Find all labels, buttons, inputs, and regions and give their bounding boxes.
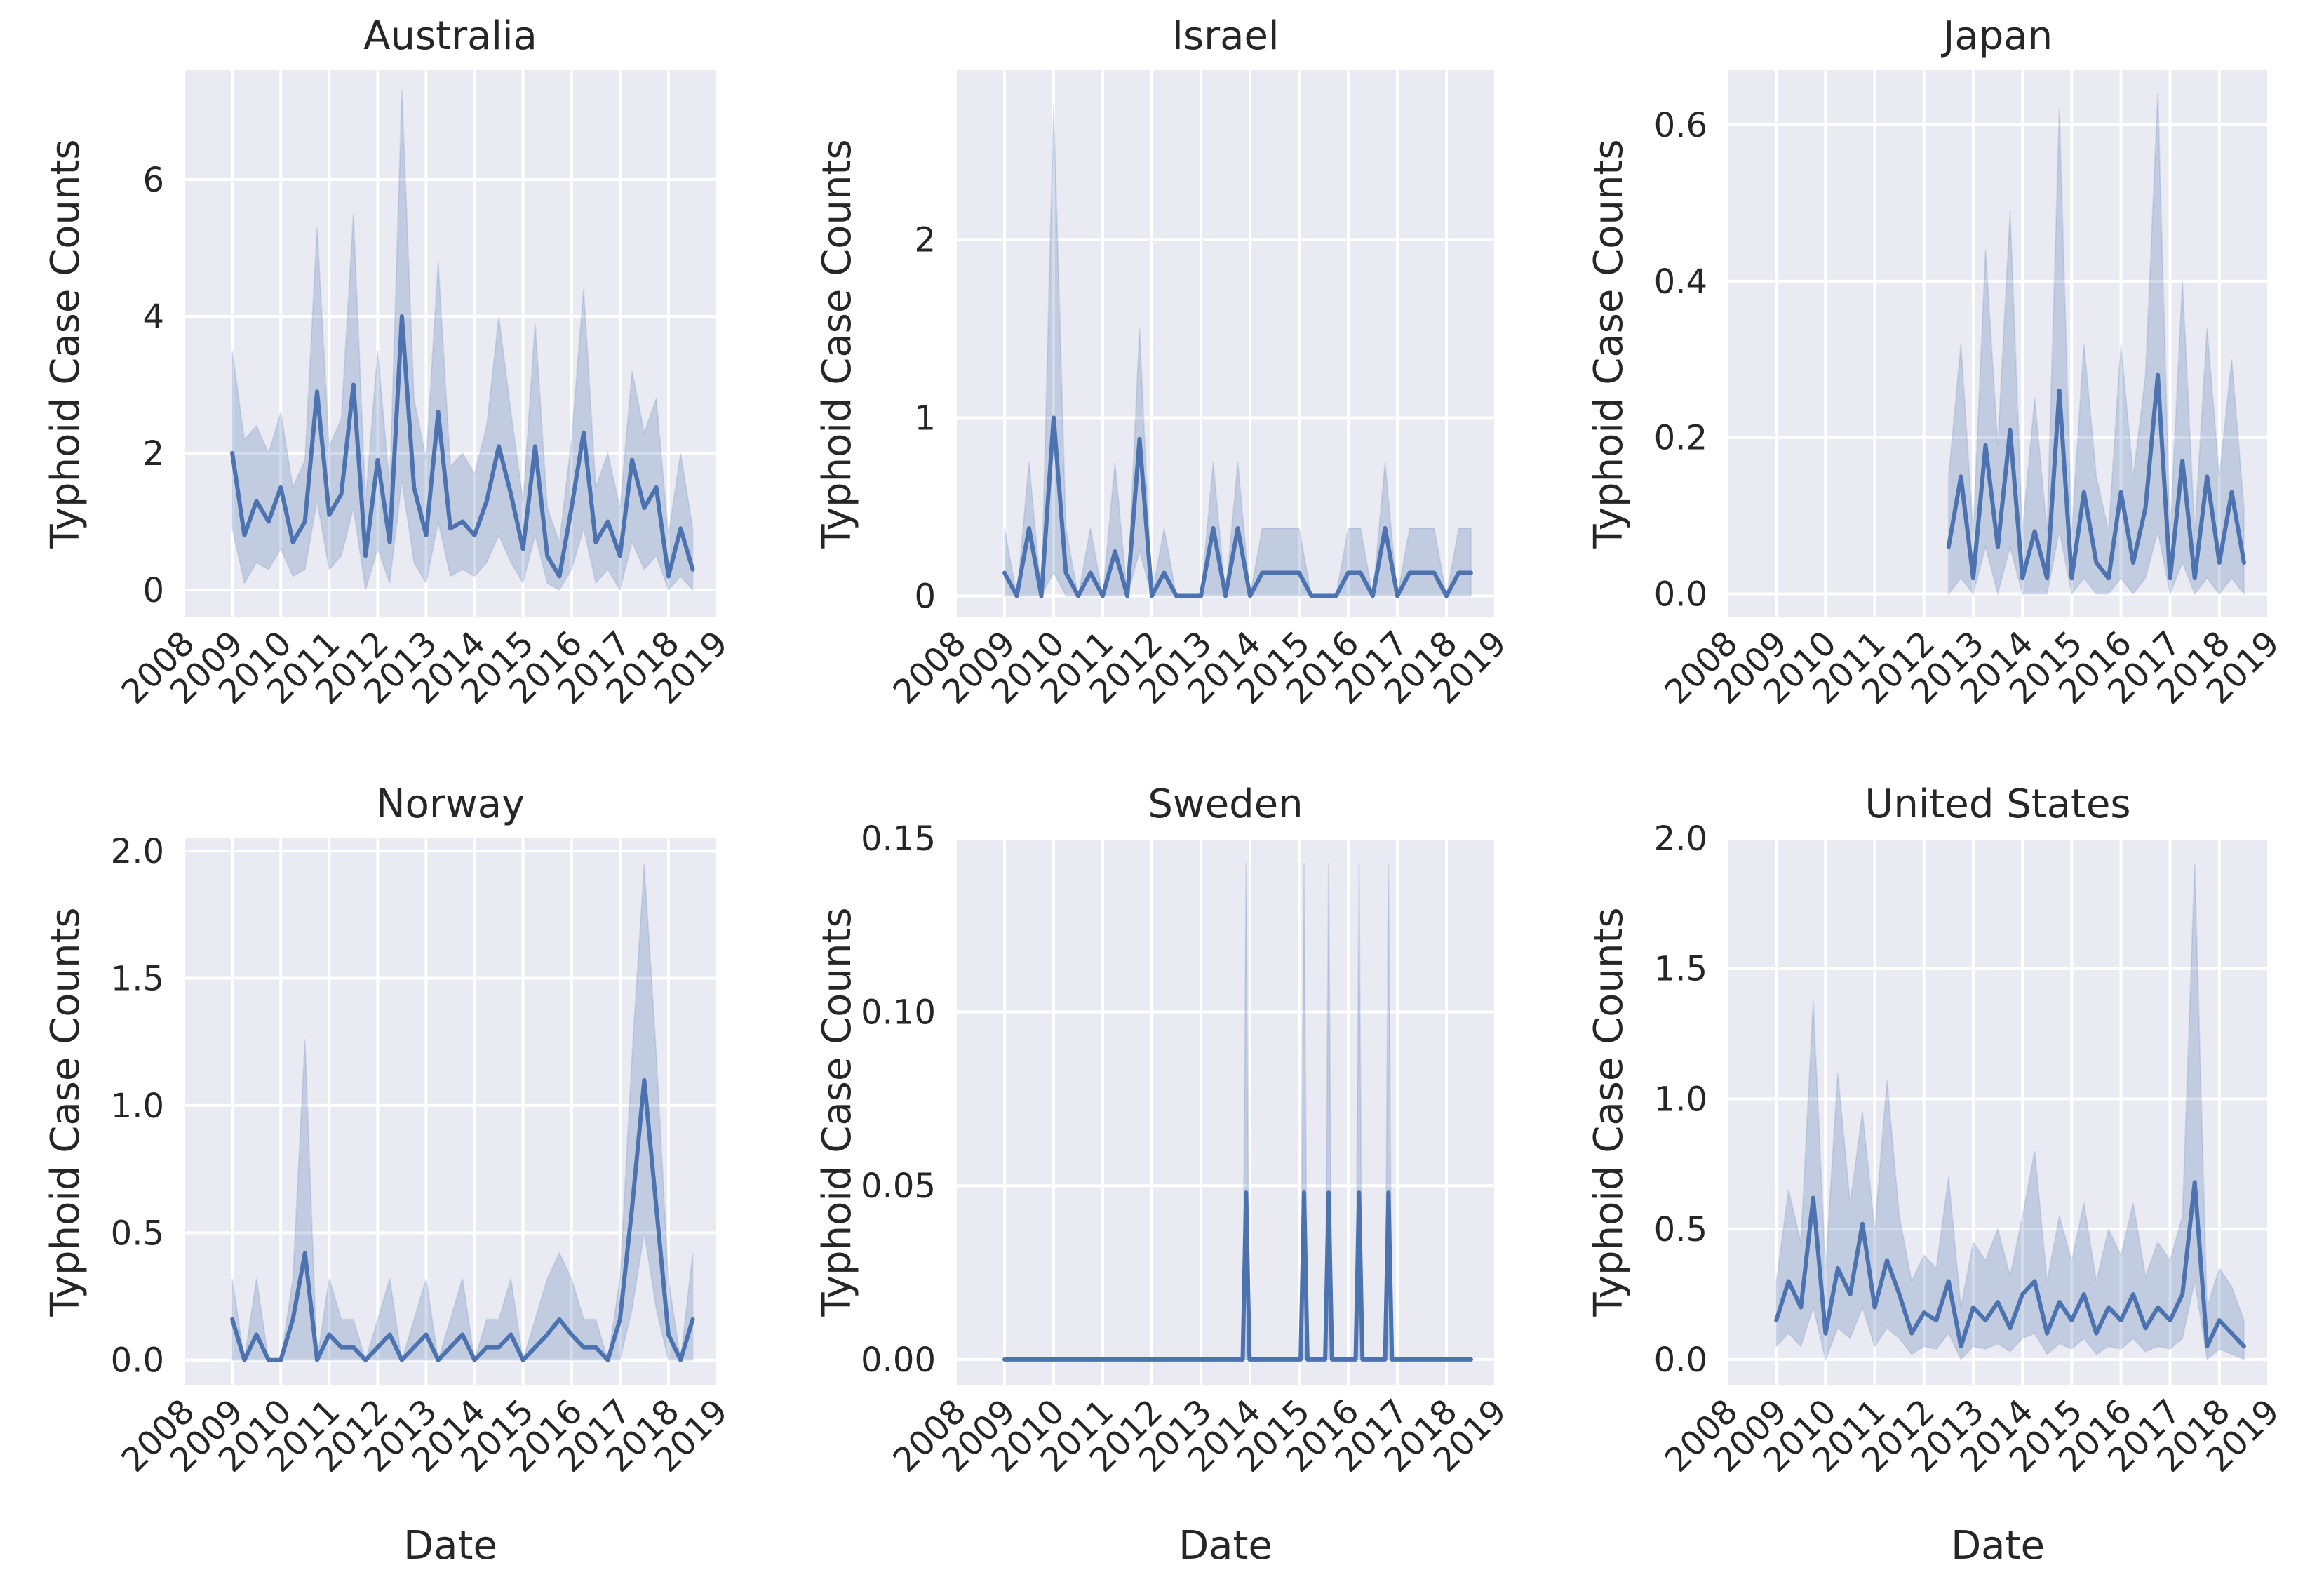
y-tick-label: 0.4 xyxy=(1654,262,1707,302)
panel-title: United States xyxy=(1865,781,2130,827)
y-tick-label: 0 xyxy=(914,577,936,617)
y-tick-label: 1.0 xyxy=(111,1087,164,1126)
confidence-band xyxy=(231,864,694,1363)
panel-norway: Norway0.00.51.01.52.02008200920102011201… xyxy=(43,781,735,1569)
confidence-band xyxy=(1005,862,1471,1360)
y-tick-label: 2 xyxy=(142,434,164,474)
y-tick-label: 6 xyxy=(142,161,164,200)
plot-background xyxy=(1727,838,2269,1385)
y-tick-label: 4 xyxy=(142,297,164,337)
x-axis-label: Date xyxy=(1951,1523,2045,1569)
x-axis-label: Date xyxy=(1178,1523,1272,1569)
y-tick-label: 0.0 xyxy=(1654,1341,1707,1380)
series-line xyxy=(1774,1180,2246,1349)
y-tick-label: 0.5 xyxy=(111,1214,164,1253)
y-axis-label: Typhoid Case Counts xyxy=(814,139,860,549)
series-line xyxy=(1946,372,2246,581)
confidence-band xyxy=(1775,864,2245,1362)
y-tick-label: 2.0 xyxy=(1654,819,1707,859)
series-line xyxy=(230,1078,695,1362)
panel-title: Japan xyxy=(1941,13,2053,59)
panel-title: Sweden xyxy=(1148,781,1303,827)
x-axis-label: Date xyxy=(403,1523,497,1569)
y-axis-label: Typhoid Case Counts xyxy=(1586,907,1632,1317)
y-tick-label: 0.6 xyxy=(1654,106,1707,145)
y-tick-label: 0 xyxy=(142,571,164,610)
y-axis-label: Typhoid Case Counts xyxy=(1586,139,1632,549)
panel-israel: Israel0122008200920102011201220132014201… xyxy=(814,13,1514,712)
y-tick-label: 0.5 xyxy=(1654,1210,1707,1249)
series-line xyxy=(230,314,695,579)
y-tick-label: 0.2 xyxy=(1654,419,1707,458)
panel-title: Norway xyxy=(376,781,525,827)
panel-australia: Australia0246200820092010201120122013201… xyxy=(43,13,735,712)
plot-background xyxy=(955,838,1496,1385)
y-tick-label: 0.05 xyxy=(861,1167,936,1206)
panel-title: Australia xyxy=(363,13,537,59)
y-tick-label: 2.0 xyxy=(111,832,164,871)
y-axis-label: Typhoid Case Counts xyxy=(43,907,88,1317)
panel-sweden: Sweden0.000.050.100.15200820092010201120… xyxy=(814,781,1514,1569)
y-tick-label: 0.00 xyxy=(861,1341,936,1380)
y-tick-label: 0.10 xyxy=(861,993,936,1033)
y-tick-label: 1 xyxy=(914,398,936,438)
series-line xyxy=(1002,1190,1473,1362)
panel-title: Israel xyxy=(1171,13,1279,59)
panel-japan: Japan0.00.20.40.620082009201020112012201… xyxy=(1586,13,2287,712)
y-axis-label: Typhoid Case Counts xyxy=(43,139,88,549)
y-tick-label: 1.5 xyxy=(1654,950,1707,989)
y-tick-label: 2 xyxy=(914,220,936,260)
y-tick-label: 1.0 xyxy=(1654,1080,1707,1119)
plot-background xyxy=(1727,70,2269,617)
series-line xyxy=(1002,415,1473,598)
y-tick-label: 0.0 xyxy=(111,1341,164,1381)
y-axis-label: Typhoid Case Counts xyxy=(814,907,860,1317)
y-tick-label: 1.5 xyxy=(111,960,164,999)
y-tick-label: 0.15 xyxy=(861,819,936,859)
panel-united-states: United States0.00.51.01.52.0200820092010… xyxy=(1586,781,2287,1569)
y-tick-label: 0.0 xyxy=(1654,575,1707,615)
plot-background xyxy=(184,838,717,1385)
